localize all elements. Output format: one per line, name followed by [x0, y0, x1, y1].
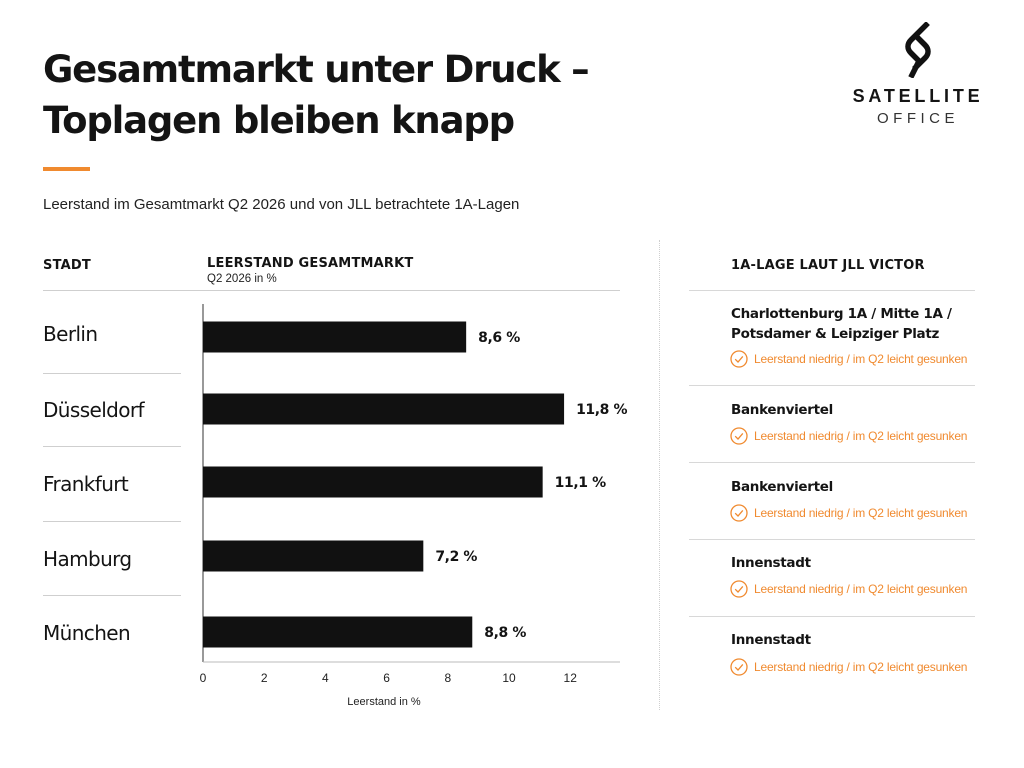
- bar-value-label: 7,2 %: [435, 549, 477, 565]
- check-circle-icon: [730, 504, 748, 522]
- prime-location-berlin: Charlottenburg 1A / Mitte 1A / Potsdamer…: [731, 306, 952, 342]
- logo-text-line-2: OFFICE: [877, 110, 959, 127]
- subtitle: Leerstand im Gesamtmarkt Q2 2026 und von…: [43, 196, 520, 213]
- brand-logo: SATELLITE OFFICE: [848, 22, 988, 132]
- accent-divider: [43, 167, 90, 171]
- bar-hamburg: [203, 540, 424, 572]
- bar-value-label: 8,8 %: [484, 625, 526, 641]
- column-header-city: STADT: [43, 258, 91, 273]
- check-circle-icon: [730, 580, 748, 598]
- x-tick-label: 6: [383, 671, 390, 685]
- bar-value-label: 11,8 %: [576, 402, 627, 418]
- header-rule: [43, 290, 620, 291]
- column-header-vacancy: LEERSTAND GESAMTMARKT: [207, 256, 414, 271]
- row-separator: [43, 373, 181, 374]
- row-separator: [43, 595, 181, 596]
- bar-frankfurt: [203, 466, 543, 498]
- prime-status-hamburg: Leerstand niedrig / im Q2 leicht gesunke…: [730, 579, 967, 599]
- x-tick-label: 0: [200, 671, 207, 685]
- bar-value-label: 11,1 %: [555, 475, 606, 491]
- row-separator: [689, 539, 975, 540]
- prime-location-duesseldorf: Bankenviertel: [731, 402, 833, 418]
- prime-status-duesseldorf: Leerstand niedrig / im Q2 leicht gesunke…: [730, 426, 967, 446]
- city-label-duesseldorf: Düsseldorf: [43, 398, 145, 422]
- check-circle-icon: [730, 658, 748, 676]
- status-text: Leerstand niedrig / im Q2 leicht gesunke…: [754, 506, 968, 520]
- city-label-hamburg: Hamburg: [43, 547, 132, 571]
- row-separator: [43, 521, 181, 522]
- status-text: Leerstand niedrig / im Q2 leicht gesunke…: [754, 660, 968, 674]
- bar-münchen: [203, 616, 473, 648]
- prime-location-muenchen: Innenstadt: [731, 632, 811, 648]
- bar-düsseldorf: [203, 393, 565, 425]
- check-circle-icon: [730, 350, 748, 368]
- chart-x-axis-label: Leerstand in %: [347, 696, 421, 708]
- status-text: Leerstand niedrig / im Q2 leicht gesunke…: [754, 352, 968, 366]
- column-subheader-vacancy: Q2 2026 in %: [207, 273, 277, 285]
- x-tick-label: 4: [322, 671, 329, 685]
- s-mark-icon: [905, 22, 931, 78]
- chart-x-ticks: 0 2 4 6 8 10 12: [200, 671, 578, 685]
- title-line-2: Toplagen bleiben knapp: [43, 99, 515, 142]
- row-separator: [689, 616, 975, 617]
- row-separator: [689, 462, 975, 463]
- bar-value-label: 8,6 %: [478, 330, 520, 346]
- status-text: Leerstand niedrig / im Q2 leicht gesunke…: [754, 582, 968, 596]
- prime-location-frankfurt: Bankenviertel: [731, 479, 833, 495]
- column-header-prime-location: 1A-LAGE LAUT JLL VICTOR: [731, 258, 925, 273]
- city-label-berlin: Berlin: [43, 322, 98, 346]
- city-label-frankfurt: Frankfurt: [43, 472, 129, 496]
- title-line-1: Gesamtmarkt unter Druck –: [43, 48, 590, 91]
- logo-text-line-1: SATELLITE: [852, 86, 984, 106]
- prime-status-berlin: Leerstand niedrig / im Q2 leicht gesunke…: [730, 349, 967, 369]
- row-separator: [689, 385, 975, 386]
- chart-bars: 8,6 % 11,8 % 11,1 % 7,2 % 8,8 %: [203, 321, 628, 648]
- page-title: Gesamtmarkt unter Druck – Toplagen bleib…: [43, 44, 683, 146]
- prime-status-muenchen: Leerstand niedrig / im Q2 leicht gesunke…: [730, 657, 967, 677]
- header-rule: [689, 290, 975, 291]
- vacancy-bar-chart: 8,6 % 11,8 % 11,1 % 7,2 % 8,8 % 0 2 4 6 8 10 12 Le…: [200, 304, 628, 708]
- x-tick-label: 12: [564, 671, 578, 685]
- check-circle-icon: [730, 427, 748, 445]
- x-tick-label: 8: [444, 671, 451, 685]
- prime-status-frankfurt: Leerstand niedrig / im Q2 leicht gesunke…: [730, 503, 967, 523]
- prime-location-hamburg: Innenstadt: [731, 555, 811, 571]
- x-tick-label: 2: [261, 671, 268, 685]
- column-divider: [659, 240, 660, 710]
- row-separator: [43, 446, 181, 447]
- bar-berlin: [203, 321, 467, 353]
- x-tick-label: 10: [502, 671, 516, 685]
- status-text: Leerstand niedrig / im Q2 leicht gesunke…: [754, 429, 968, 443]
- city-label-muenchen: München: [43, 621, 131, 645]
